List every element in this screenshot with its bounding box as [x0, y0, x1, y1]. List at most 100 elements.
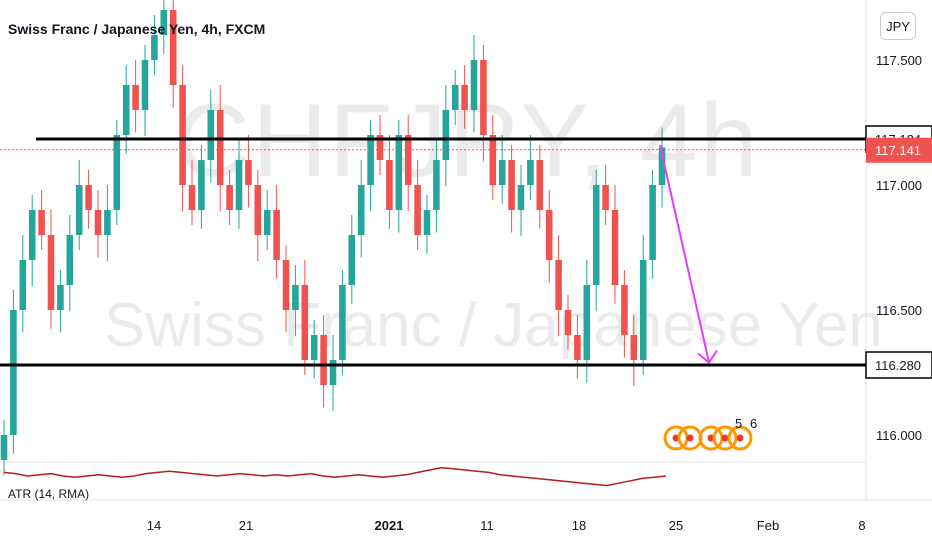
- candle-body: [122, 85, 130, 135]
- candle-body: [611, 210, 619, 285]
- atr-indicator-label[interactable]: ATR (14, RMA): [8, 487, 90, 501]
- candle-body: [517, 185, 525, 210]
- y-tick-label: 117.000: [876, 178, 922, 193]
- candle-body: [310, 335, 318, 360]
- candle-body: [235, 160, 243, 210]
- candle-body: [0, 435, 8, 460]
- candle-body: [480, 60, 487, 135]
- candle-body: [508, 160, 515, 210]
- candle-body: [461, 85, 468, 110]
- candle-body: [254, 185, 262, 235]
- candles-group: [0, 0, 666, 475]
- candle-body: [66, 235, 74, 285]
- candle-body: [404, 135, 412, 185]
- candle-body: [282, 260, 290, 310]
- y-tick-label: 116.000: [876, 428, 922, 443]
- x-tick-label: 14: [147, 518, 161, 533]
- candle-body: [94, 210, 102, 235]
- candle-body: [621, 285, 628, 335]
- candle-body: [85, 185, 92, 210]
- atr-line: [3, 466, 667, 487]
- x-tick-label: 18: [572, 518, 586, 533]
- projection-arrow-head: [697, 349, 718, 364]
- current-price-tag: [866, 137, 932, 163]
- event-marker-count: 5: [735, 416, 742, 431]
- candle-body: [292, 285, 299, 310]
- y-tick-label: 116.500: [876, 303, 922, 318]
- candle-body: [47, 235, 55, 310]
- candle-body: [583, 285, 591, 360]
- candle-body: [423, 210, 431, 235]
- level-price-label: 116.280: [875, 358, 921, 373]
- candle-body: [273, 210, 280, 260]
- candle-body: [226, 185, 233, 210]
- x-tick-label: 2021: [375, 518, 404, 533]
- candle-body: [75, 185, 83, 235]
- candle-body: [160, 10, 168, 35]
- candle-body: [263, 210, 271, 235]
- candle-body: [451, 85, 459, 110]
- event-marker-icon: [727, 425, 753, 451]
- candle-body: [320, 335, 327, 385]
- watermark-name: Swiss Franc / Japanese Yen: [104, 291, 883, 360]
- projection-arrow-shaft: [659, 144, 710, 363]
- candle-body: [527, 160, 534, 185]
- candle-body: [414, 185, 421, 235]
- candle-body: [216, 110, 224, 185]
- x-tick-label: 8: [858, 518, 865, 533]
- candle-body: [357, 185, 365, 235]
- candle-body: [188, 185, 196, 210]
- event-marker-icon: [712, 425, 738, 451]
- current-price-label: 117.141: [875, 143, 921, 158]
- event-marker-count: 6: [750, 416, 757, 431]
- candle-body: [442, 110, 450, 160]
- candle-body: [113, 135, 121, 210]
- candle-body: [592, 185, 600, 285]
- candle-body: [564, 310, 572, 335]
- candle-body: [57, 285, 64, 310]
- candle-body: [395, 135, 403, 210]
- candle-body: [301, 285, 309, 360]
- candle-body: [639, 260, 647, 360]
- candle-body: [386, 160, 393, 210]
- candle-body: [649, 185, 656, 260]
- candle-body: [489, 135, 497, 185]
- candle-body: [198, 160, 205, 210]
- candle-body: [630, 335, 638, 360]
- candle-body: [433, 160, 440, 210]
- candle-body: [339, 285, 346, 360]
- x-tick-label: 21: [239, 518, 253, 533]
- candle-body: [141, 60, 149, 110]
- candle-body: [376, 135, 384, 160]
- candle-body: [498, 160, 506, 185]
- x-tick-label: 25: [669, 518, 683, 533]
- candle-body: [10, 310, 17, 435]
- candle-body: [179, 85, 186, 185]
- candle-body: [28, 210, 36, 260]
- candle-body: [367, 135, 374, 185]
- candle-body: [545, 210, 553, 260]
- candle-body: [132, 85, 139, 110]
- candle-body: [245, 160, 252, 185]
- event-marker-dot: [721, 434, 729, 442]
- y-tick-label: 117.500: [876, 53, 922, 68]
- candle-body: [19, 260, 27, 310]
- event-marker-dot: [686, 434, 694, 442]
- candle-body: [470, 60, 478, 110]
- candle-body: [348, 235, 356, 285]
- x-tick-label: Feb: [757, 518, 779, 533]
- candle-body: [38, 210, 45, 235]
- candle-body: [329, 360, 337, 385]
- candle-body: [602, 185, 609, 210]
- candle-body: [169, 10, 177, 85]
- candle-body: [151, 35, 158, 60]
- chart-title: Swiss Franc / Japanese Yen, 4h, FXCM: [8, 21, 266, 37]
- candle-body: [658, 147, 666, 185]
- candle-body: [536, 160, 544, 210]
- currency-button[interactable]: JPY: [880, 12, 916, 40]
- level-price-tag: [865, 351, 932, 379]
- event-marker-dot: [736, 434, 744, 442]
